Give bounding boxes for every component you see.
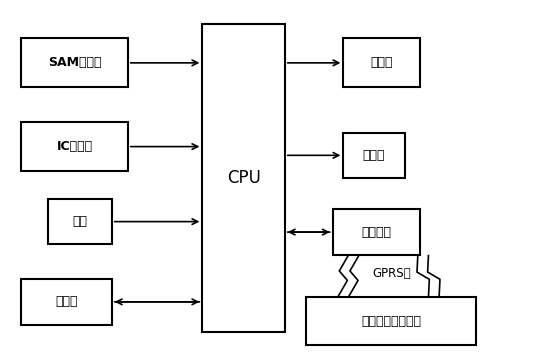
Bar <box>21 38 128 87</box>
Text: GPRS网: GPRS网 <box>372 267 411 281</box>
Bar <box>21 122 128 171</box>
Bar <box>333 209 420 255</box>
Bar <box>343 133 405 178</box>
Text: SAM卡接口: SAM卡接口 <box>48 56 102 69</box>
Bar <box>343 38 420 87</box>
Text: 显示屏: 显示屏 <box>371 56 393 69</box>
Text: 键盘: 键盘 <box>72 215 87 228</box>
Text: 打印机: 打印机 <box>363 149 385 162</box>
Bar <box>306 297 476 345</box>
Text: CPU: CPU <box>226 169 261 187</box>
Bar <box>21 279 112 325</box>
Text: 电网公司数据平台: 电网公司数据平台 <box>361 315 421 328</box>
Bar <box>48 199 112 244</box>
Bar <box>203 25 285 331</box>
Text: IC卡接口: IC卡接口 <box>56 140 93 153</box>
Text: 存储器: 存储器 <box>55 295 78 308</box>
Text: 无线模块: 无线模块 <box>362 226 392 239</box>
